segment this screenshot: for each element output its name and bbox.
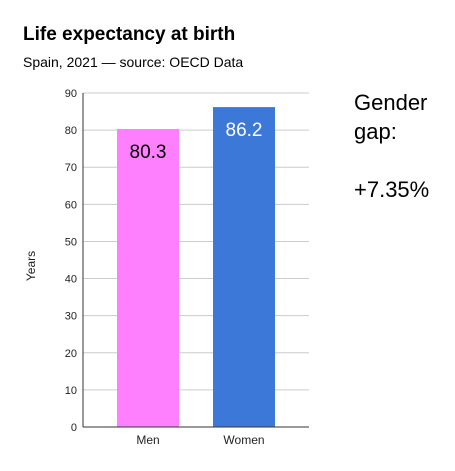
bar-men bbox=[117, 128, 179, 427]
y-tick-label: 60 bbox=[65, 199, 77, 211]
data-label-men: 80.3 bbox=[130, 142, 167, 163]
data-label-women: 86.2 bbox=[226, 120, 263, 141]
gender-gap-value: +7.35% bbox=[354, 177, 430, 202]
data-labels: 80.3 86.2 bbox=[130, 120, 263, 163]
chart-title: Life expectancy at birth bbox=[23, 24, 236, 45]
y-tick-label: 0 bbox=[71, 422, 77, 434]
gridlines bbox=[83, 92, 309, 391]
tick-labels: 0 10 20 30 40 50 60 70 80 90 Men Women bbox=[65, 88, 265, 447]
y-tick-label: 10 bbox=[65, 385, 77, 397]
axes bbox=[82, 93, 309, 428]
gender-gap-note: Gender gap: +7.35% bbox=[354, 88, 429, 204]
bars bbox=[117, 107, 275, 427]
y-tick-label: 70 bbox=[65, 162, 77, 174]
gender-gap-line-1: Gender bbox=[354, 90, 428, 115]
y-tick-label: 20 bbox=[65, 348, 77, 360]
bar-women bbox=[213, 107, 275, 427]
chart-subtitle: Spain, 2021 — source: OECD Data bbox=[23, 54, 244, 70]
x-tick-label: Men bbox=[136, 433, 159, 447]
y-tick-label: 50 bbox=[65, 236, 77, 248]
y-axis-label: Years bbox=[24, 251, 38, 281]
y-tick-label: 90 bbox=[65, 88, 77, 100]
gender-gap-line-2: gap: bbox=[354, 119, 397, 144]
x-tick-label: Women bbox=[223, 433, 264, 447]
y-tick-label: 80 bbox=[65, 125, 77, 137]
y-tick-label: 40 bbox=[65, 274, 77, 286]
y-tick-label: 30 bbox=[65, 311, 77, 323]
